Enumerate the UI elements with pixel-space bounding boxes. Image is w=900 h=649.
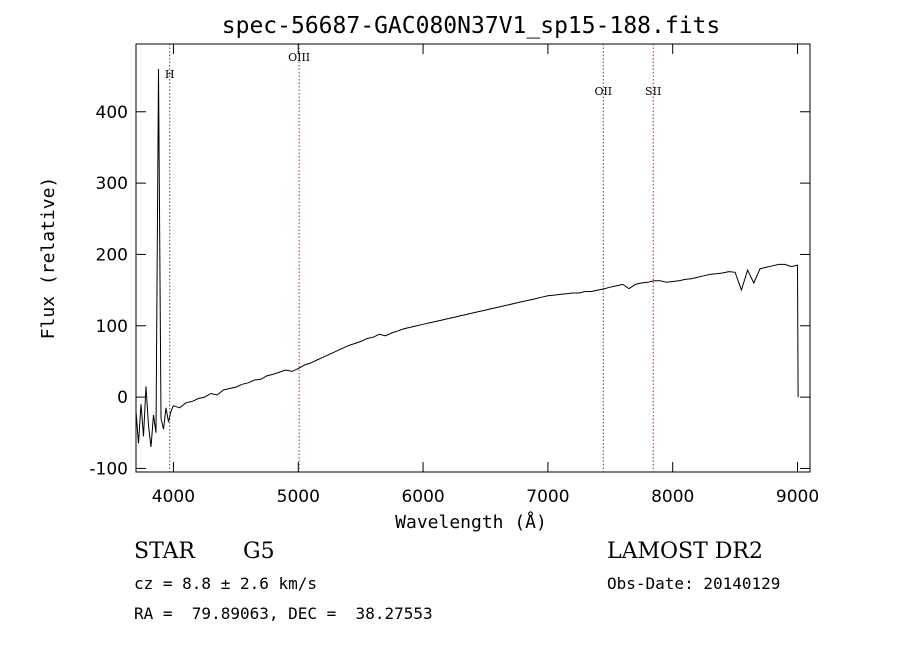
reference-line-label: SII bbox=[645, 85, 661, 98]
observation-date: Obs-Date: 20140129 bbox=[607, 574, 781, 593]
plot-frame bbox=[135, 43, 811, 473]
reference-line-label: OIII bbox=[288, 51, 310, 64]
x-tick-label: 9000 bbox=[776, 487, 819, 507]
chart-title: spec-56687-GAC080N37V1_sp15-188.fits bbox=[222, 13, 721, 39]
y-tick-label: -100 bbox=[89, 459, 128, 479]
y-axis-ticks: -100 0 100 200 300 400 bbox=[89, 103, 810, 479]
x-axis-ticks: 4000 5000 6000 7000 8000 9000 bbox=[152, 44, 819, 507]
x-tick-label: 6000 bbox=[401, 487, 444, 507]
reference-line-label: H bbox=[165, 68, 175, 81]
spectrum-line bbox=[135, 68, 799, 448]
coordinates: RA = 79.89063, DEC = 38.27553 bbox=[134, 604, 433, 623]
y-tick-label: 300 bbox=[96, 174, 128, 194]
x-tick-label: 5000 bbox=[277, 487, 320, 507]
y-tick-label: 400 bbox=[96, 103, 128, 123]
x-tick-label: 8000 bbox=[651, 487, 694, 507]
reference-line-label: OII bbox=[594, 85, 612, 98]
object-class: STAR bbox=[134, 539, 195, 564]
x-tick-label: 4000 bbox=[152, 487, 195, 507]
y-tick-label: 0 bbox=[117, 388, 128, 408]
reference-lines: H OIII OII SII bbox=[165, 44, 661, 472]
survey-name: LAMOST DR2 bbox=[607, 539, 763, 564]
x-tick-label: 7000 bbox=[526, 487, 569, 507]
y-axis-label: Flux (relative) bbox=[38, 177, 59, 340]
redshift-velocity: cz = 8.8 ± 2.6 km/s bbox=[134, 574, 318, 593]
y-tick-label: 100 bbox=[96, 317, 128, 337]
x-axis-label: Wavelength (Å) bbox=[395, 511, 547, 533]
y-tick-label: 200 bbox=[96, 245, 128, 265]
object-subclass: G5 bbox=[243, 539, 275, 564]
